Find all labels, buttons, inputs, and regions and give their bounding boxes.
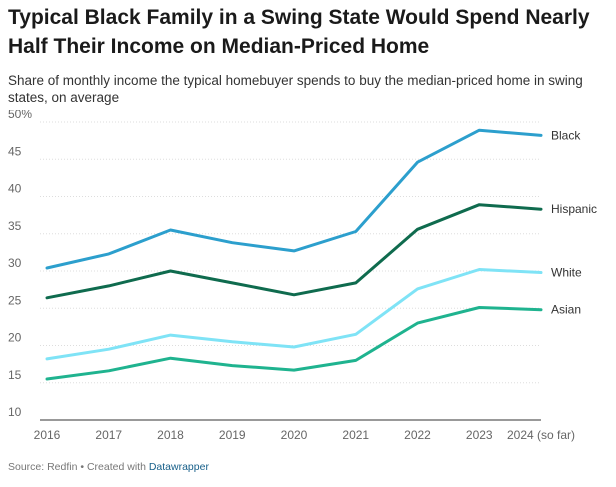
x-tick-label-1: 2017 xyxy=(95,428,122,442)
series-label-asian: Asian xyxy=(551,303,581,317)
y-tick-label-40: 40 xyxy=(8,182,22,196)
series-line-black xyxy=(45,128,543,270)
series-label-hispanic: Hispanic xyxy=(551,202,597,216)
y-tick-label-45: 45 xyxy=(8,144,22,158)
line-chart: 10 15 20 25 30 35 40 45 50% 2016 2017 2018 2019 2020 2… xyxy=(8,110,597,442)
x-tick-label-5: 2021 xyxy=(342,428,369,442)
y-tick-label-10: 10 xyxy=(8,405,22,419)
chart-subtitle: Share of monthly income the typical home… xyxy=(8,73,583,105)
y-tick-label-35: 35 xyxy=(8,219,22,233)
x-tick-label-2: 2018 xyxy=(157,428,184,442)
y-tick-label-50: 50% xyxy=(8,110,32,121)
x-tick-label-0: 2016 xyxy=(34,428,61,442)
source-text: Source: Redfin • Created with xyxy=(8,461,149,473)
y-tick-label-25: 25 xyxy=(8,293,22,307)
x-tick-label-6: 2022 xyxy=(404,428,431,442)
x-tick-label-4: 2020 xyxy=(281,428,308,442)
series-label-black: Black xyxy=(551,128,581,142)
series-label-white: White xyxy=(551,265,582,279)
chart-footer: Source: Redfin • Created with Datawrappe… xyxy=(8,461,209,473)
series-line-asian xyxy=(45,306,543,381)
y-tick-label-20: 20 xyxy=(8,331,22,345)
y-tick-label-30: 30 xyxy=(8,256,22,270)
chart-title: Typical Black Family in a Swing State Wo… xyxy=(8,6,590,58)
x-tick-label-7: 2023 xyxy=(466,428,493,442)
series-line-hispanic xyxy=(45,203,543,300)
y-tick-label-15: 15 xyxy=(8,368,22,382)
x-tick-label-3: 2019 xyxy=(219,428,246,442)
x-tick-label-8: 2024 (so far) xyxy=(507,428,575,442)
datawrapper-link[interactable]: Datawrapper xyxy=(148,461,209,473)
